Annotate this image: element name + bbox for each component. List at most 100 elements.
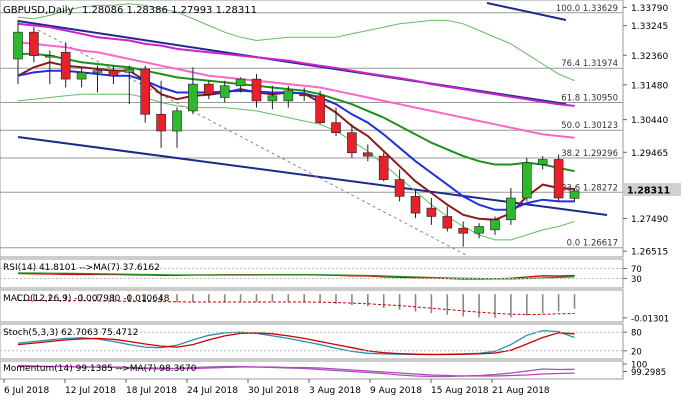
stochastic-line — [17, 332, 575, 356]
fib-level-label: 61.8 1.30950 — [561, 94, 618, 104]
date-tick-label: 6 Jul 2018 — [4, 386, 49, 396]
momentum-title: Momentum(14) 99.1385 -->MA(7) 98.3670 — [3, 364, 197, 374]
bearish-candle — [299, 93, 310, 97]
bullish-candle — [283, 90, 294, 102]
macd-histogram — [17, 294, 576, 318]
bearish-candle — [204, 83, 214, 95]
ohlc-header: 1.28086 1.28386 1.27993 1.28311 — [82, 5, 257, 16]
bullish-candle — [13, 31, 23, 60]
moving-average-line — [17, 93, 575, 241]
indicator-tick-label: 80 — [631, 329, 642, 339]
momentum-panel-frame — [0, 360, 624, 380]
momentum-line — [18, 365, 575, 377]
moving-average-line — [18, 52, 575, 173]
bearish-candle — [251, 78, 262, 102]
bullish-candle — [172, 110, 182, 132]
fib-level-label: 100.0 1.33629 — [556, 4, 618, 14]
price-tick-label: 1.29465 — [631, 149, 668, 159]
date-tick-label: 24 Jul 2018 — [187, 386, 238, 396]
indicator-tick-label: 99.2985 — [631, 368, 666, 378]
stochastic-panel: Stoch(5,3,3) 62.7063 75.4712 80 20 — [0, 323, 642, 360]
price-tick-label: 1.27490 — [631, 215, 668, 225]
price-tick-label: 1.30440 — [631, 116, 668, 126]
date-tick-label: 12 Jul 2018 — [65, 386, 116, 396]
rsi-lines — [0, 268, 623, 280]
bullish-candle — [569, 190, 580, 199]
bearish-candle — [29, 31, 39, 56]
bearish-candle — [378, 155, 389, 180]
macd-signal — [18, 300, 575, 316]
date-axis: 6 Jul 2018 12 Jul 2018 18 Jul 2018 24 Jul 2… — [3, 379, 550, 396]
bearish-candle — [442, 216, 453, 229]
macd-panel: MACD(12,26,9) -0.007980 -0.010648 -0.013… — [0, 289, 669, 324]
fib-level-label: 76.4 1.31974 — [561, 59, 618, 69]
stochastic-panel-frame — [0, 323, 624, 360]
indicator-tick-label: 100 — [631, 361, 647, 371]
bullish-candle — [124, 68, 135, 73]
date-tick-label: 30 Jul 2018 — [248, 386, 299, 396]
bearish-candle — [140, 68, 150, 115]
macd-axis-ticks: -0.01301 — [623, 314, 669, 324]
last-price-label: 1.28311 — [627, 186, 670, 197]
bullish-candle — [267, 95, 278, 102]
bearish-candle — [394, 179, 405, 197]
bullish-candle — [235, 78, 246, 87]
bearish-candle — [60, 51, 71, 80]
indicator-tick-label: 30 — [631, 275, 642, 285]
bearish-candle — [426, 207, 437, 217]
date-tick-label: 9 Aug 2018 — [370, 386, 422, 396]
fib-swing-line — [37, 29, 467, 256]
momentum-panel: Momentum(14) 99.1385 -->MA(7) 98.3670 10… — [0, 360, 666, 380]
price-tick-label: 1.32360 — [631, 52, 668, 62]
price-tick-label: 1.33790 — [631, 4, 668, 14]
bearish-candle — [347, 132, 357, 154]
moving-average-line — [17, 41, 575, 139]
bearish-candle — [331, 122, 341, 133]
rsi-title: RSI(14) 41.8101 -->MA(7) 37.6162 — [3, 263, 160, 273]
stochastic-axis-ticks: 80 20 — [623, 329, 642, 357]
date-tick-label: 18 Jul 2018 — [126, 386, 177, 396]
bearish-candle — [458, 227, 469, 234]
price-axis-ticks: 1.33790 1.33245 1.32360 1.31480 1.30440 1.294… — [623, 4, 668, 258]
momentum-lines — [17, 364, 575, 378]
bullish-candle — [537, 159, 548, 165]
price-tick-label: 1.31480 — [631, 81, 668, 91]
bullish-candle — [506, 197, 516, 221]
bullish-candle — [92, 70, 103, 73]
fib-level-label: 38.2 1.29296 — [561, 149, 618, 159]
bearish-candle — [315, 95, 325, 123]
bullish-candle — [490, 219, 500, 231]
date-tick-label: 15 Aug 2018 — [431, 386, 489, 396]
macd-signal-line — [18, 300, 575, 316]
bearish-candle — [362, 152, 373, 157]
indicator-tick-label: 20 — [631, 347, 642, 357]
chart-title: GBPUSD,Daily — [3, 5, 74, 16]
bullish-candle — [188, 83, 198, 112]
moving-average-line — [17, 22, 575, 107]
bullish-candle — [76, 72, 87, 80]
bullish-candle — [521, 162, 532, 199]
bearish-candle — [553, 159, 564, 199]
fib-level-label: 23.6 1.28272 — [561, 183, 618, 193]
price-tick-label: 1.26515 — [631, 248, 668, 258]
macd-title: MACD(12,26,9) -0.007980 -0.010648 — [3, 294, 170, 304]
stochastic-lines — [0, 329, 623, 356]
fib-level-label: 50.0 1.30123 — [561, 121, 618, 131]
stochastic-title: Stoch(5,3,3) 62.7063 75.4712 — [3, 328, 138, 338]
indicator-tick-label: -0.01301 — [631, 314, 669, 324]
price-panel-frame — [0, 0, 624, 258]
bearish-candle — [410, 196, 421, 214]
date-tick-label: 3 Aug 2018 — [309, 386, 361, 396]
macd-panel-frame — [0, 289, 624, 323]
top-trend-line — [486, 2, 567, 21]
fib-level-label: 0.0 1.26617 — [567, 239, 618, 249]
bullish-candle — [474, 226, 484, 234]
last-price-box — [624, 183, 681, 196]
bullish-candle — [44, 55, 55, 58]
moving-average-line — [17, 3, 575, 82]
fibonacci-levels: 100.0 1.33629 76.4 1.31974 61.8 1.30950 50.… — [0, 4, 623, 249]
